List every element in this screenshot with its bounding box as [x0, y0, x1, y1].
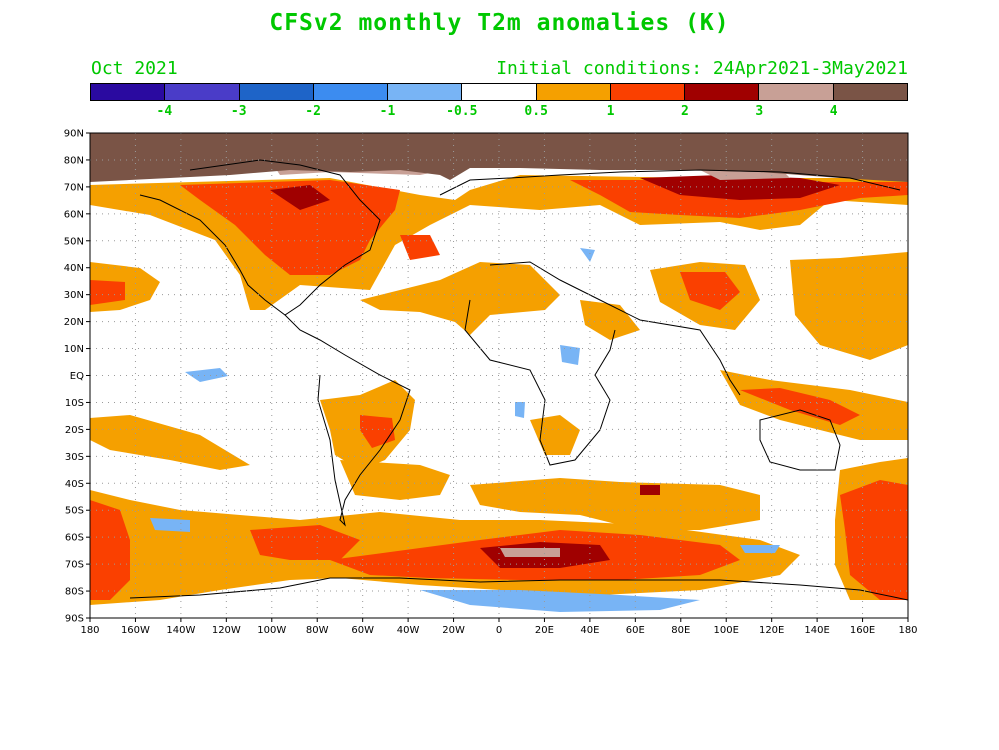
latitude-label: 90N: [64, 129, 84, 140]
initial-conditions-label: Initial conditions: 24Apr2021-3May2021: [496, 58, 908, 79]
color-scale-swatch: [239, 84, 314, 100]
latitude-label: 70N: [64, 182, 84, 193]
color-scale-tick-label: 2: [680, 104, 689, 119]
latitude-label: 70S: [65, 560, 84, 571]
color-scale-tick-label: -2: [305, 104, 321, 119]
longitude-label: 100E: [714, 625, 739, 636]
latitude-label: EQ: [70, 371, 84, 382]
plot-title: CFSv2 monthly T2m anomalies (K): [269, 10, 730, 36]
longitude-label: 20E: [535, 625, 554, 636]
color-scale-swatch: [759, 84, 834, 100]
color-scale-tick-label: 3: [755, 104, 764, 119]
longitude-label: 60E: [626, 625, 645, 636]
forecast-month-label: Oct 2021: [91, 58, 178, 79]
longitude-label: 40W: [397, 625, 420, 636]
color-scale-swatch: [462, 84, 537, 100]
longitude-label: 120W: [212, 625, 241, 636]
latitude-label: 60S: [65, 533, 84, 544]
longitude-label: 160E: [850, 625, 875, 636]
longitude-label: 40E: [580, 625, 599, 636]
color-scale-swatch: [685, 84, 760, 100]
latitude-label: 40N: [64, 263, 84, 274]
latitude-label: 90S: [65, 614, 84, 625]
longitude-label: 60W: [351, 625, 374, 636]
latitude-label: 30N: [64, 290, 84, 301]
longitude-label: 180: [898, 625, 917, 636]
color-scale-swatch: [610, 84, 686, 100]
longitude-label: 80W: [306, 625, 329, 636]
color-scale-tick-label: -0.5: [446, 104, 478, 119]
latitude-label: 40S: [65, 479, 84, 490]
longitude-label: 0: [496, 625, 502, 636]
color-scale-swatch: [536, 84, 611, 100]
latitude-label: 50S: [65, 506, 84, 517]
latitude-label: 10S: [65, 398, 84, 409]
longitude-label: 140W: [166, 625, 195, 636]
color-scale-tick-label: 1: [606, 104, 615, 119]
longitude-label: 120E: [759, 625, 784, 636]
map-field: [90, 133, 908, 618]
color-scale-swatch: [313, 84, 389, 100]
longitude-label: 160W: [121, 625, 150, 636]
longitude-label: 20W: [442, 625, 465, 636]
longitude-label: 140E: [804, 625, 829, 636]
color-scale-swatch: [388, 84, 463, 100]
latitude-label: 20S: [65, 425, 84, 436]
latitude-label: 80N: [64, 155, 84, 166]
longitude-label: 180: [80, 625, 99, 636]
color-scale-tick-label: 4: [829, 104, 838, 119]
color-scale-swatch: [833, 84, 907, 100]
color-scale-tick-label: -4: [156, 104, 173, 119]
latitude-label: 10N: [64, 344, 84, 355]
color-scale-bar: [90, 83, 908, 101]
color-scale-tick-label: 0.5: [524, 104, 548, 119]
color-scale-tick-label: -1: [379, 104, 396, 119]
latitude-label: 50N: [64, 236, 84, 247]
longitude-label: 80E: [671, 625, 690, 636]
latitude-label: 60N: [64, 209, 84, 220]
color-scale-swatch: [91, 84, 166, 100]
color-scale-tick-label: -3: [230, 104, 247, 119]
latitude-label: 30S: [65, 452, 84, 463]
latitude-label: 20N: [64, 317, 84, 328]
color-scale-swatch: [165, 84, 240, 100]
longitude-label: 100W: [257, 625, 286, 636]
latitude-label: 80S: [65, 587, 84, 598]
color-scale-labels: -4 -3 -2 -1 -0.5 0.5 1 2 3 4: [90, 104, 908, 120]
